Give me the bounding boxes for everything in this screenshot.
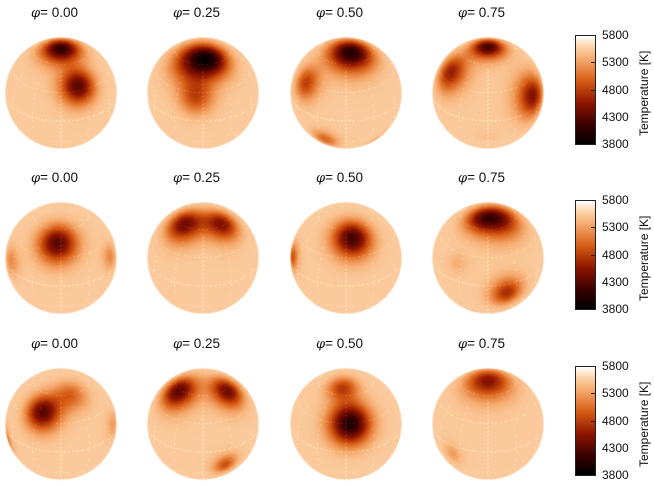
colorbar-tick-mark bbox=[591, 254, 596, 256]
phi-symbol: φ bbox=[31, 337, 41, 352]
colorbar-tick-label: 4800 bbox=[602, 413, 629, 428]
colorbar-tick-mark bbox=[591, 89, 596, 91]
phi-symbol: φ bbox=[173, 171, 183, 186]
colorbar-axis-label: Temperature [K] bbox=[637, 215, 651, 301]
phase-value: = 0.25 bbox=[182, 5, 221, 20]
colorbar-axis-label: Temperature [K] bbox=[637, 381, 651, 467]
star-surface-map bbox=[289, 201, 403, 315]
colorbar-tick-mark bbox=[591, 309, 596, 310]
colorbar-tick-label: 4300 bbox=[602, 274, 629, 289]
colorbar-tick-label: 5800 bbox=[602, 193, 629, 207]
colorbar-tick-mark bbox=[591, 200, 596, 201]
colorbar-axis-label: Temperature [K] bbox=[637, 50, 651, 136]
phi-symbol: φ bbox=[173, 6, 183, 21]
phase-label: φ= 0.00 bbox=[31, 336, 78, 352]
colorbar-tick-mark bbox=[591, 420, 596, 422]
colorbar-tick-mark bbox=[591, 227, 596, 229]
star-surface-map bbox=[4, 36, 118, 150]
star-surface-map bbox=[431, 201, 545, 315]
colorbar-tick-mark bbox=[591, 144, 596, 145]
phase-label: φ= 0.50 bbox=[316, 5, 363, 21]
phase-value: = 0.50 bbox=[325, 170, 364, 185]
phi-symbol: φ bbox=[316, 337, 326, 352]
phase-value: = 0.75 bbox=[467, 170, 506, 185]
phi-symbol: φ bbox=[458, 171, 468, 186]
colorbar-tick-label: 4800 bbox=[602, 247, 629, 262]
phase-value: = 0.00 bbox=[40, 336, 79, 351]
colorbar-tick-mark bbox=[591, 62, 596, 64]
phase-value: = 0.00 bbox=[40, 5, 79, 20]
star-surface-map bbox=[146, 36, 260, 150]
phase-label: φ= 0.00 bbox=[31, 5, 78, 21]
phase-value: = 0.75 bbox=[467, 336, 506, 351]
colorbar-tick-mark bbox=[591, 366, 596, 367]
colorbar-tick-label: 5300 bbox=[602, 386, 629, 401]
star-surface-map bbox=[431, 36, 545, 150]
phase-value: = 0.25 bbox=[182, 170, 221, 185]
phase-label: φ= 0.75 bbox=[458, 336, 505, 352]
phase-label: φ= 0.50 bbox=[316, 336, 363, 352]
colorbar-tick-mark bbox=[591, 281, 596, 283]
phase-label: φ= 0.75 bbox=[458, 5, 505, 21]
star-surface-map bbox=[146, 201, 260, 315]
colorbar-tick-mark bbox=[591, 475, 596, 476]
phi-symbol: φ bbox=[31, 6, 41, 21]
phi-symbol: φ bbox=[458, 6, 468, 21]
colorbar-tick-label: 4800 bbox=[602, 82, 629, 97]
star-surface-map bbox=[4, 201, 118, 315]
phi-symbol: φ bbox=[316, 6, 326, 21]
phase-value: = 0.75 bbox=[467, 5, 506, 20]
phi-symbol: φ bbox=[173, 337, 183, 352]
phi-symbol: φ bbox=[316, 171, 326, 186]
colorbar-tick-label: 3800 bbox=[602, 302, 629, 316]
phase-value: = 0.25 bbox=[182, 336, 221, 351]
phase-label: φ= 0.25 bbox=[173, 5, 220, 21]
colorbar-tick-mark bbox=[591, 447, 596, 449]
colorbar-tick-label: 5300 bbox=[602, 55, 629, 70]
phi-symbol: φ bbox=[458, 337, 468, 352]
phase-label: φ= 0.25 bbox=[173, 170, 220, 186]
phase-value: = 0.50 bbox=[325, 336, 364, 351]
phi-symbol: φ bbox=[31, 171, 41, 186]
star-surface-map bbox=[289, 367, 403, 481]
star-surface-map bbox=[146, 367, 260, 481]
colorbar-tick-label: 4300 bbox=[602, 440, 629, 455]
phase-value: = 0.50 bbox=[325, 5, 364, 20]
colorbar-tick-mark bbox=[591, 35, 596, 36]
colorbar-tick-mark bbox=[591, 393, 596, 395]
star-surface-map bbox=[4, 367, 118, 481]
phase-label: φ= 0.75 bbox=[458, 170, 505, 186]
colorbar-tick-label: 5800 bbox=[602, 28, 629, 42]
phase-value: = 0.00 bbox=[40, 170, 79, 185]
star-surface-map bbox=[431, 367, 545, 481]
phase-label: φ= 0.50 bbox=[316, 170, 363, 186]
colorbar-tick-label: 3800 bbox=[602, 137, 629, 151]
colorbar-tick-mark bbox=[591, 116, 596, 118]
colorbar-tick-label: 5300 bbox=[602, 220, 629, 235]
star-surface-map bbox=[289, 36, 403, 150]
colorbar-tick-label: 3800 bbox=[602, 468, 629, 482]
colorbar-tick-label: 5800 bbox=[602, 359, 629, 373]
phase-label: φ= 0.00 bbox=[31, 170, 78, 186]
colorbar-tick-label: 4300 bbox=[602, 109, 629, 124]
phase-label: φ= 0.25 bbox=[173, 336, 220, 352]
